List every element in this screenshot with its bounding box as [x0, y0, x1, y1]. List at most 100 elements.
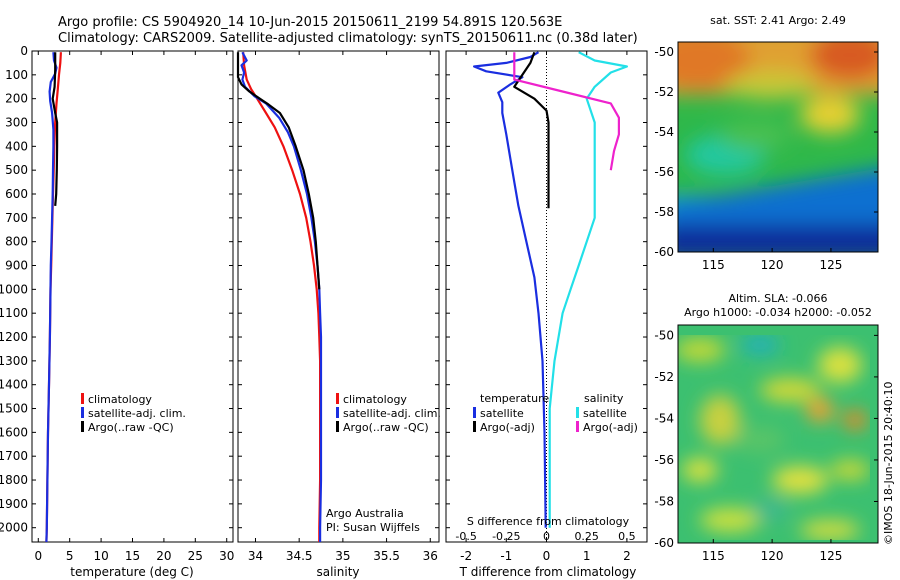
x-tick-label: 10 — [93, 549, 108, 563]
map-y-tick-label: -58 — [654, 494, 674, 508]
series-line-s_satellite — [548, 51, 629, 528]
credit-pi: PI: Susan Wijffels — [326, 521, 420, 534]
depth-tick-labels: 0 100 200 300 400 500 600 700 800 900 1000 1100 1200… — [0, 44, 28, 535]
map-x-tick-label: 120 — [761, 549, 784, 563]
legend-swatch-argo — [336, 421, 339, 432]
series-line-t_satellite — [473, 51, 547, 528]
depth-tick-label: 700 — [5, 211, 28, 225]
depth-tick-label: 1700 — [0, 449, 28, 463]
difference-xlabel: T difference from climatology — [459, 565, 637, 579]
sst-map: sat. SST: 2.41 Argo: 2.49 115 120 125 -50 -… — [654, 14, 879, 272]
sst-map-y-ticks: -50 -52 -54 -56 -58 -60 — [654, 45, 878, 259]
x-tick-label: 2 — [623, 549, 631, 563]
series-line-satellite — [240, 51, 323, 542]
difference-panel: -2 -1 0 1 2 -0.5 -0.25 0 0.25 0.5 S difference f… — [445, 50, 648, 579]
legend-label-t-satellite: satellite — [480, 407, 524, 420]
salinity-x-ticks: 34 34.5 35 35.5 36 — [238, 50, 439, 563]
x-tick-label: 0 — [543, 549, 551, 563]
legend-label-argo: Argo(..raw -QC) — [88, 421, 174, 434]
header-line-1: Argo profile: CS 5904920_14 10-Jun-2015 … — [58, 15, 562, 30]
temperature-legend: climatology satellite-adj. clim. Argo(..… — [81, 393, 186, 434]
temperature-axes-frame — [31, 50, 234, 543]
credit-org: Argo Australia — [326, 507, 404, 520]
temperature-xlabel: temperature (deg C) — [70, 565, 193, 579]
series-line-s_argo — [513, 52, 621, 171]
legend-group-salinity: salinity — [584, 392, 624, 405]
depth-tick-label: 2000 — [0, 521, 28, 535]
map-y-tick-label: -56 — [654, 453, 674, 467]
map-y-tick-label: -60 — [654, 245, 674, 259]
s-tick-label: -0.25 — [492, 530, 520, 543]
sst-map-frame — [677, 41, 879, 253]
legend-swatch-s-argo — [576, 421, 579, 432]
salinity-axes-frame — [237, 50, 440, 543]
x-tick-label: 35.5 — [373, 549, 400, 563]
x-tick-label: 25 — [188, 549, 203, 563]
x-tick-label: 35 — [335, 549, 350, 563]
map-y-tick-label: -54 — [654, 125, 674, 139]
depth-tick-label: 1100 — [0, 306, 28, 320]
depth-tick-label: 100 — [5, 68, 28, 82]
s-tick-label: 0.25 — [574, 530, 599, 543]
depth-tick-label: 300 — [5, 116, 28, 130]
depth-tick-label: 800 — [5, 235, 28, 249]
header-line-2: Climatology: CARS2009. Satellite-adjuste… — [58, 31, 638, 46]
sst-map-title: sat. SST: 2.41 Argo: 2.49 — [710, 14, 846, 27]
map-y-tick-label: -50 — [654, 45, 674, 59]
salinity-difference-ticks: -0.5 -0.25 0 0.25 0.5 — [455, 530, 635, 543]
depth-tick-label: 600 — [5, 187, 28, 201]
map-y-tick-label: -58 — [654, 205, 674, 219]
depth-tick-label: 1900 — [0, 497, 28, 511]
legend-label-s-argo: Argo(-adj) — [583, 421, 638, 434]
x-tick-label: 30 — [219, 549, 234, 563]
legend-label-s-satellite: satellite — [583, 407, 627, 420]
depth-tick-label: 1600 — [0, 425, 28, 439]
imos-stamp: ©IMOS 18-Jun-2015 20:40:10 — [882, 381, 895, 545]
map-x-tick-label: 125 — [819, 549, 842, 563]
depth-tick-label: 0 — [20, 44, 28, 58]
salinity-xlabel: salinity — [316, 565, 359, 579]
temperature-lines — [45, 52, 62, 543]
x-tick-label: 15 — [125, 549, 140, 563]
depth-tick-label: 1500 — [0, 402, 28, 416]
x-tick-label: 1 — [583, 549, 591, 563]
s-tick-label: 0.5 — [618, 530, 636, 543]
legend-swatch-satellite — [81, 407, 84, 418]
x-tick-label: 34 — [248, 549, 263, 563]
legend-swatch-climatology — [336, 393, 339, 404]
map-y-tick-label: -52 — [654, 370, 674, 384]
x-tick-label: 20 — [156, 549, 171, 563]
sla-map: Altim. SLA: -0.066 Argo h1000: -0.034 h2… — [654, 292, 879, 563]
sst-map-field — [678, 42, 878, 252]
legend-label-climatology: climatology — [343, 393, 407, 406]
s-tick-label: -0.5 — [455, 530, 476, 543]
sla-map-frame — [677, 324, 879, 544]
sla-map-x-ticks: 115 120 125 — [702, 539, 842, 563]
x-tick-label: -2 — [460, 549, 472, 563]
salinity-panel: 34 34.5 35 35.5 36 salinity climatology sate… — [236, 50, 441, 579]
difference-s-label: S difference from climatology — [467, 515, 630, 528]
map-y-tick-label: -56 — [654, 165, 674, 179]
sst-map-x-ticks: 115 120 125 — [702, 248, 842, 272]
series-line-satellite — [45, 52, 58, 543]
difference-legend: temperature salinity satellite Argo(-adj… — [473, 392, 638, 434]
series-line-argo — [51, 52, 59, 206]
legend-label-t-argo: Argo(-adj) — [480, 421, 535, 434]
x-tick-label: -1 — [500, 549, 512, 563]
legend-swatch-satellite — [336, 407, 339, 418]
s-tick-label: 0 — [543, 530, 550, 543]
depth-tick-label: 1000 — [0, 282, 28, 296]
x-tick-label: 0 — [34, 549, 42, 563]
salinity-legend: climatology satellite-adj. clim. Argo(..… — [336, 393, 441, 434]
map-y-tick-label: -54 — [654, 411, 674, 425]
x-tick-label: 34.5 — [286, 549, 313, 563]
depth-tick-label: 500 — [5, 163, 28, 177]
difference-x-ticks: -2 -1 0 1 2 — [446, 50, 647, 563]
series-line-t_argo — [513, 51, 550, 209]
depth-tick-label: 1200 — [0, 330, 28, 344]
x-tick-label: 5 — [66, 549, 74, 563]
legend-label-satellite: satellite-adj. clim. — [88, 407, 186, 420]
map-y-tick-label: -60 — [654, 536, 674, 550]
depth-tick-label: 1800 — [0, 473, 28, 487]
